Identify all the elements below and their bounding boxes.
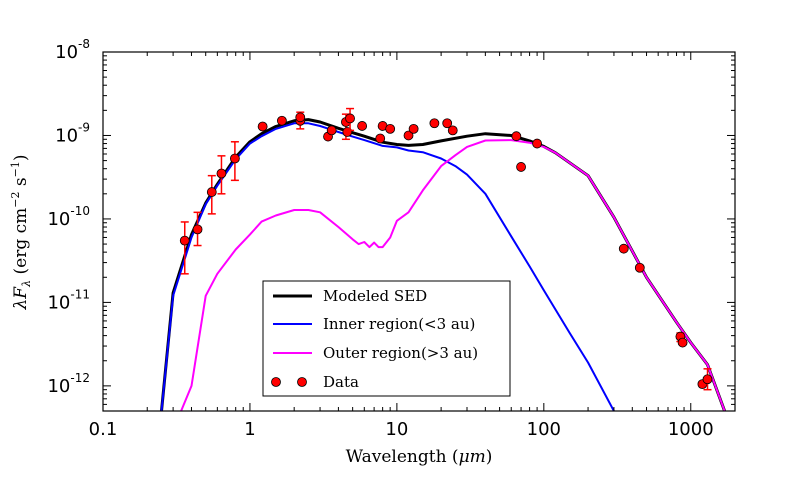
data-point	[447, 125, 458, 136]
data-point	[403, 130, 414, 141]
legend-label-outer-region: Outer region(>3 au)	[323, 344, 478, 362]
y-tick-label: 10-10	[47, 204, 90, 230]
y-tick-base: 10	[47, 376, 70, 397]
x-tick-labels: 0.1 1 10 100 1000	[89, 419, 714, 440]
data-point	[206, 187, 217, 197]
data-point	[326, 125, 337, 136]
legend-label-inner-region: Inner region(<3 au)	[323, 315, 475, 333]
data-point	[295, 112, 306, 123]
error-bar	[180, 221, 189, 275]
legend-box	[262, 280, 511, 397]
data-points-layer	[179, 107, 713, 391]
legend-label-data: Data	[323, 373, 359, 391]
y-tick-exponent: -11	[70, 287, 90, 301]
y-tick-exponent: -8	[78, 37, 90, 51]
data-point	[375, 133, 386, 144]
x-tick-label: 0.1	[89, 419, 118, 440]
data-point	[385, 123, 396, 134]
data-point	[179, 235, 190, 246]
tick-layer	[102, 51, 736, 412]
y-tick-exponent: -10	[70, 204, 90, 218]
data-point	[516, 162, 526, 172]
series-line-inner-region-3-au	[160, 122, 615, 411]
legend-marker-data-1	[271, 377, 281, 387]
data-point	[677, 337, 688, 348]
data-point	[702, 374, 713, 385]
data-point	[345, 113, 355, 124]
x-tick-label: 100	[527, 419, 561, 440]
y-tick-label: 10-12	[47, 371, 90, 397]
y-axis-label: λFλ (erg cm−2 s−1)	[9, 155, 33, 311]
data-point	[229, 153, 240, 164]
series-layer	[160, 118, 727, 411]
y-tick-base: 10	[55, 42, 78, 63]
y-tick-label: 10-9	[55, 120, 90, 146]
y-tick-base: 10	[47, 209, 70, 230]
data-point	[276, 115, 287, 126]
series-line-outer-region-3-au	[180, 139, 726, 411]
data-point	[532, 138, 543, 149]
data-point	[216, 168, 227, 179]
data-point	[192, 224, 203, 235]
data-point	[511, 131, 522, 142]
data-point	[442, 118, 453, 129]
y-tick-label: 10-11	[47, 287, 90, 313]
x-axis-label: Wavelength (μm)	[346, 447, 493, 467]
data-point	[257, 121, 268, 132]
y-tick-base: 10	[55, 125, 78, 146]
x-tick-label: 10	[385, 419, 408, 440]
x-tick-label: 1	[244, 419, 255, 440]
legend-marker-data-2	[297, 377, 307, 387]
x-tick-label: 1000	[668, 419, 714, 440]
data-point	[429, 118, 440, 129]
data-point	[357, 121, 368, 131]
y-tick-base: 10	[47, 292, 70, 313]
y-tick-exponent: -9	[78, 120, 90, 134]
legend: Modeled SED Inner region(<3 au) Outer re…	[262, 280, 511, 397]
data-point	[618, 243, 629, 254]
y-tick-label: 10-8	[55, 37, 90, 63]
data-point	[634, 262, 645, 273]
data-point	[408, 123, 419, 134]
y-tick-exponent: -12	[70, 371, 90, 385]
legend-label-modeled-sed: Modeled SED	[323, 287, 427, 305]
